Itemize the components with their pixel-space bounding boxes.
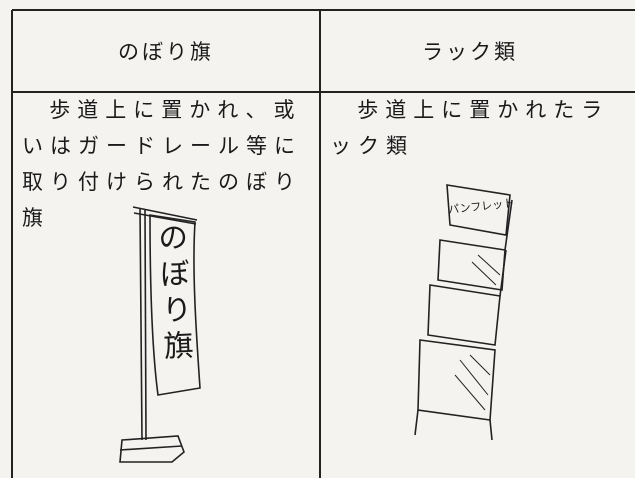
header-cell: のぼり旗 — [118, 40, 214, 64]
body-cell: 歩道上に置かれたラック類 — [330, 98, 610, 158]
body-cell: 歩道上に置かれ、或いはガードレール等に取り付けられたのぼり旗 — [22, 98, 302, 230]
rack-sketch — [414, 184, 513, 441]
header-cell: ラック類 — [422, 40, 518, 64]
flag-label: のぼり旗 — [151, 221, 194, 367]
flag-sketch — [119, 206, 201, 463]
